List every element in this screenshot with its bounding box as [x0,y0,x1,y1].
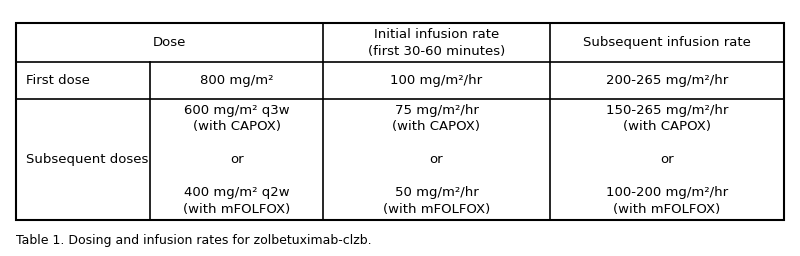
Text: Table 1. Dosing and infusion rates for zolbetuximab-clzb.: Table 1. Dosing and infusion rates for z… [16,234,372,247]
Text: 150-265 mg/m²/hr
(with CAPOX)

or

100-200 mg/m²/hr
(with mFOLFOX): 150-265 mg/m²/hr (with CAPOX) or 100-200… [606,103,728,216]
Text: 100 mg/m²/hr: 100 mg/m²/hr [390,74,482,87]
Text: 800 mg/m²: 800 mg/m² [200,74,274,87]
Text: Subsequent infusion rate: Subsequent infusion rate [583,36,751,49]
Text: 600 mg/m² q3w
(with CAPOX)

or

400 mg/m² q2w
(with mFOLFOX): 600 mg/m² q3w (with CAPOX) or 400 mg/m² … [183,103,290,216]
Text: Initial infusion rate
(first 30-60 minutes): Initial infusion rate (first 30-60 minut… [368,28,505,58]
Text: Dose: Dose [153,36,186,49]
Text: First dose: First dose [26,74,90,87]
Text: 200-265 mg/m²/hr: 200-265 mg/m²/hr [606,74,728,87]
Bar [16,23,784,220]
Text: Subsequent doses: Subsequent doses [26,153,148,166]
Text: 75 mg/m²/hr
(with CAPOX)

or

50 mg/m²/hr
(with mFOLFOX): 75 mg/m²/hr (with CAPOX) or 50 mg/m²/hr … [383,103,490,216]
